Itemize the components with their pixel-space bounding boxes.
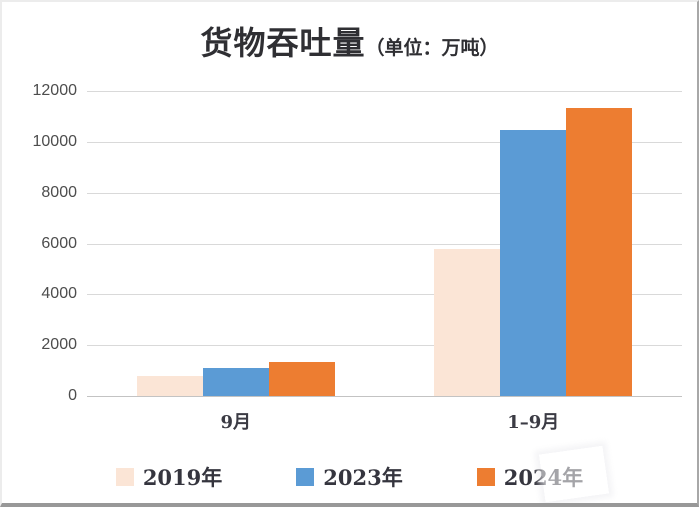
- gridline-8000: [87, 192, 682, 194]
- legend-label-1: 2023年: [323, 465, 403, 490]
- bar-series1-cat0: [202, 368, 269, 396]
- legend-item-2: 2024年: [476, 462, 584, 492]
- y-axis-tick-2000: 2000: [41, 336, 77, 354]
- y-axis-tick-12000: 12000: [32, 82, 78, 99]
- y-axis-tick-0: 0: [68, 387, 77, 404]
- legend-label-0: 2019年: [142, 465, 223, 490]
- legend-item-0: 2019年: [115, 462, 223, 492]
- gridline-2000: [87, 345, 682, 347]
- gridline-6000: [87, 243, 682, 245]
- gridline-10000: [87, 141, 682, 143]
- bar-series2-cat1: [566, 107, 633, 396]
- y-axis-tick-10000: 10000: [32, 132, 78, 150]
- plot-area: 9月 1–9月: [87, 91, 682, 433]
- gridline-0: [87, 396, 682, 397]
- legend: 2019年 2023年 2024年: [2, 462, 697, 492]
- chart-title-main: 货物吞吐量: [200, 24, 366, 62]
- y-axis-tick-4000: 4000: [41, 285, 77, 303]
- legend-item-1: 2023年: [296, 462, 403, 492]
- chart-title-unit: （单位：万吨）: [365, 37, 499, 59]
- bar-series2-cat0: [268, 361, 335, 396]
- chart-title: 货物吞吐量（单位：万吨）: [2, 18, 697, 64]
- x-axis-label-cat1: 1–9月: [507, 412, 560, 433]
- bar-series0-cat0: [136, 375, 203, 396]
- y-axis-tick-8000: 8000: [41, 183, 77, 201]
- y-axis-tick-6000: 6000: [41, 234, 77, 252]
- bar-series1-cat1: [500, 130, 567, 396]
- legend-swatch-icon: [115, 468, 134, 486]
- legend-label-2: 2024年: [503, 465, 584, 490]
- gridline-4000: [87, 294, 682, 296]
- legend-swatch-icon: [296, 468, 315, 486]
- bar-series0-cat1: [434, 248, 501, 396]
- legend-swatch-icon: [476, 468, 495, 486]
- x-axis-label-cat0: 9月: [220, 412, 252, 433]
- gridline-12000: [87, 91, 682, 92]
